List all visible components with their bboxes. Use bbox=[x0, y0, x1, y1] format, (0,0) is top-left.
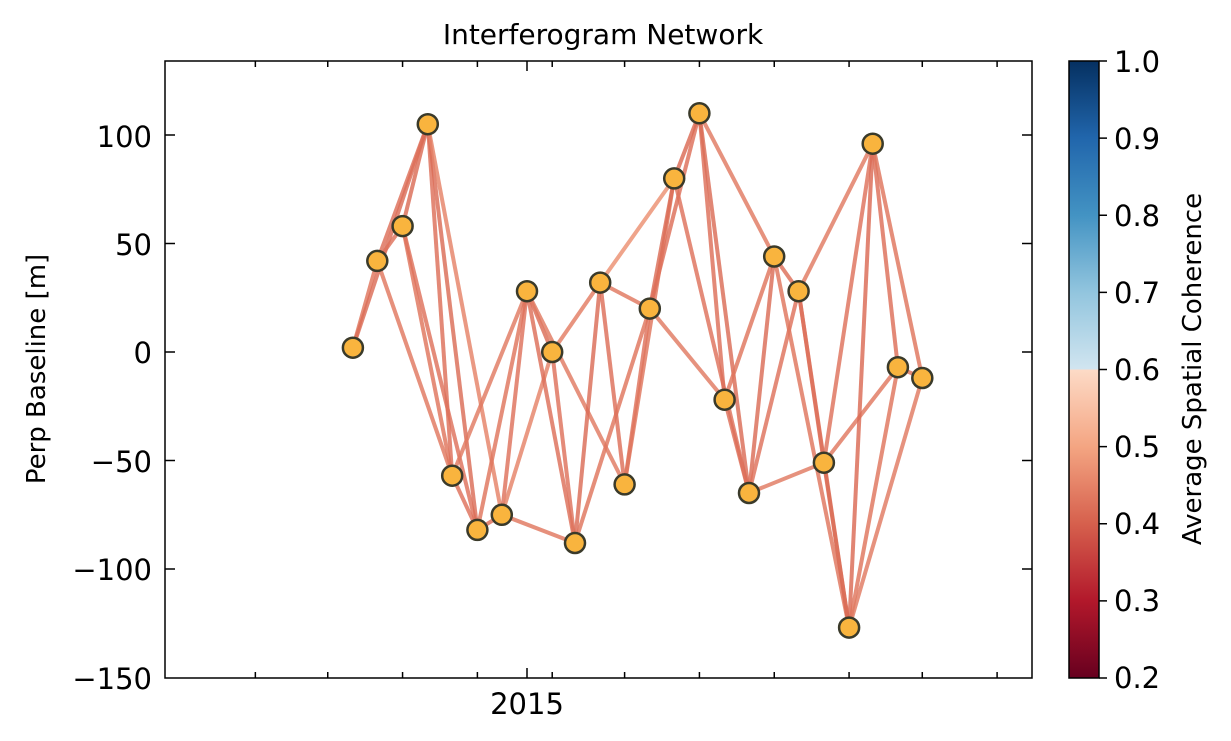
plot-frame bbox=[164, 60, 1033, 679]
interferogram-pair-line bbox=[870, 143, 925, 379]
colorbar-tick-label: 0.4 bbox=[1114, 507, 1160, 541]
colorbar-tick-label: 0.3 bbox=[1114, 584, 1160, 618]
y-tick-label: 100 bbox=[97, 120, 152, 154]
interferogram-pair-line bbox=[821, 462, 852, 628]
acquisition-point bbox=[861, 132, 884, 155]
interferogram-pair-line bbox=[598, 177, 676, 284]
y-tick-label: −50 bbox=[91, 445, 152, 479]
interferogram-pair-line bbox=[425, 123, 480, 531]
axis-ticks bbox=[165, 61, 1032, 678]
interferogram-pair-line bbox=[550, 351, 577, 544]
y-tick-label: 0 bbox=[134, 336, 152, 370]
acquisition-point bbox=[662, 167, 686, 190]
acquisition-point bbox=[812, 451, 836, 474]
acquisition-point bbox=[391, 214, 414, 238]
acquisition-point bbox=[737, 481, 761, 505]
acquisition-point bbox=[911, 366, 934, 390]
interferogram-pair-line bbox=[425, 123, 504, 516]
acquisition-point bbox=[490, 503, 514, 527]
interferogram-pair-line bbox=[550, 281, 602, 354]
acquisition-point bbox=[638, 297, 662, 320]
y-axis-label: Perp Baseline [m] bbox=[22, 254, 52, 484]
interferogram-pair-line bbox=[375, 123, 430, 262]
y-tick-label: −100 bbox=[72, 553, 152, 587]
colorbar-tick-label: 1.0 bbox=[1114, 45, 1160, 79]
y-tick-labels: 100 50 0 −50 −100 −150 bbox=[72, 120, 152, 696]
interferogram-pair-line bbox=[400, 123, 430, 227]
interferogram-pair-line bbox=[747, 290, 801, 494]
interferogram-pair-line bbox=[697, 113, 727, 400]
interferogram-pair-line bbox=[525, 290, 577, 544]
interferogram-pair-line bbox=[847, 366, 900, 628]
interferogram-pair-line bbox=[573, 282, 603, 544]
interferogram-pair-line bbox=[796, 142, 875, 293]
colorbar-gradient bbox=[1069, 61, 1099, 678]
acquisition-point bbox=[366, 249, 389, 273]
acquisition-point bbox=[886, 355, 910, 379]
x-tick-label: 2015 bbox=[490, 687, 564, 721]
interferogram-pair-line bbox=[697, 112, 776, 258]
interferogram-pair-line bbox=[847, 143, 875, 628]
interferogram-pair-line bbox=[400, 225, 480, 531]
interferogram-pair-line bbox=[375, 260, 455, 477]
colorbar-tick-label: 0.9 bbox=[1114, 122, 1160, 156]
acquisition-points bbox=[341, 102, 934, 639]
acquisition-point bbox=[688, 102, 711, 125]
interferogram-pair-line bbox=[747, 256, 777, 494]
chart-title: Interferogram Network bbox=[443, 18, 764, 51]
acquisition-point bbox=[440, 464, 464, 487]
colorbar-ticks bbox=[1099, 60, 1107, 679]
interferogram-pair-line bbox=[672, 112, 702, 180]
interferogram-pair-line bbox=[499, 290, 529, 516]
interferogram-pair-line bbox=[847, 377, 925, 629]
interferogram-pair-line bbox=[748, 460, 825, 495]
colorbar-tick-label: 0.6 bbox=[1114, 353, 1160, 387]
interferogram-pair-line bbox=[598, 282, 627, 485]
acquisition-point bbox=[515, 279, 539, 303]
colorbar: 1.0 0.9 0.8 0.7 0.6 0.5 0.4 0.3 0.2 Aver… bbox=[1068, 45, 1208, 695]
interferogram-pair-line bbox=[772, 256, 852, 628]
acquisition-point bbox=[466, 518, 489, 542]
interferogram-pair-line bbox=[821, 143, 875, 464]
acquisition-point bbox=[713, 388, 736, 411]
interferogram-pair-line bbox=[722, 255, 777, 401]
acquisition-point bbox=[341, 336, 365, 359]
acquisition-point bbox=[416, 112, 440, 136]
acquisition-point bbox=[762, 245, 786, 268]
interferogram-pair-line bbox=[870, 143, 900, 368]
colorbar-tick-label: 0.8 bbox=[1114, 199, 1160, 233]
acquisition-point bbox=[563, 531, 587, 555]
interferogram-pair-line bbox=[722, 399, 751, 494]
y-tick-label: −150 bbox=[72, 662, 152, 696]
interferogram-pair-line bbox=[425, 124, 455, 476]
colorbar-tick-label: 0.7 bbox=[1114, 276, 1160, 310]
interferogram-pair-line bbox=[648, 307, 727, 401]
acquisition-point bbox=[588, 271, 612, 294]
acquisition-point bbox=[837, 616, 861, 639]
colorbar-tick-label: 0.5 bbox=[1114, 430, 1160, 464]
acquisition-point bbox=[787, 279, 810, 303]
colorbar-label: Average Spatial Coherence bbox=[1178, 193, 1208, 545]
interferogram-pair-line bbox=[525, 290, 627, 486]
interferogram-pair-line bbox=[475, 290, 529, 531]
interferogram-pair-line bbox=[573, 307, 652, 544]
interferogram-pairs bbox=[350, 112, 925, 629]
interferogram-pair-line bbox=[450, 290, 529, 477]
interferogram-pair-line bbox=[697, 113, 751, 494]
colorbar-tick-label: 0.2 bbox=[1114, 661, 1160, 695]
acquisition-point bbox=[613, 473, 636, 496]
interferogram-pair-line bbox=[501, 512, 576, 545]
interferogram-pair-line bbox=[647, 112, 702, 310]
acquisition-point bbox=[540, 340, 564, 364]
y-tick-label: 50 bbox=[115, 228, 152, 262]
